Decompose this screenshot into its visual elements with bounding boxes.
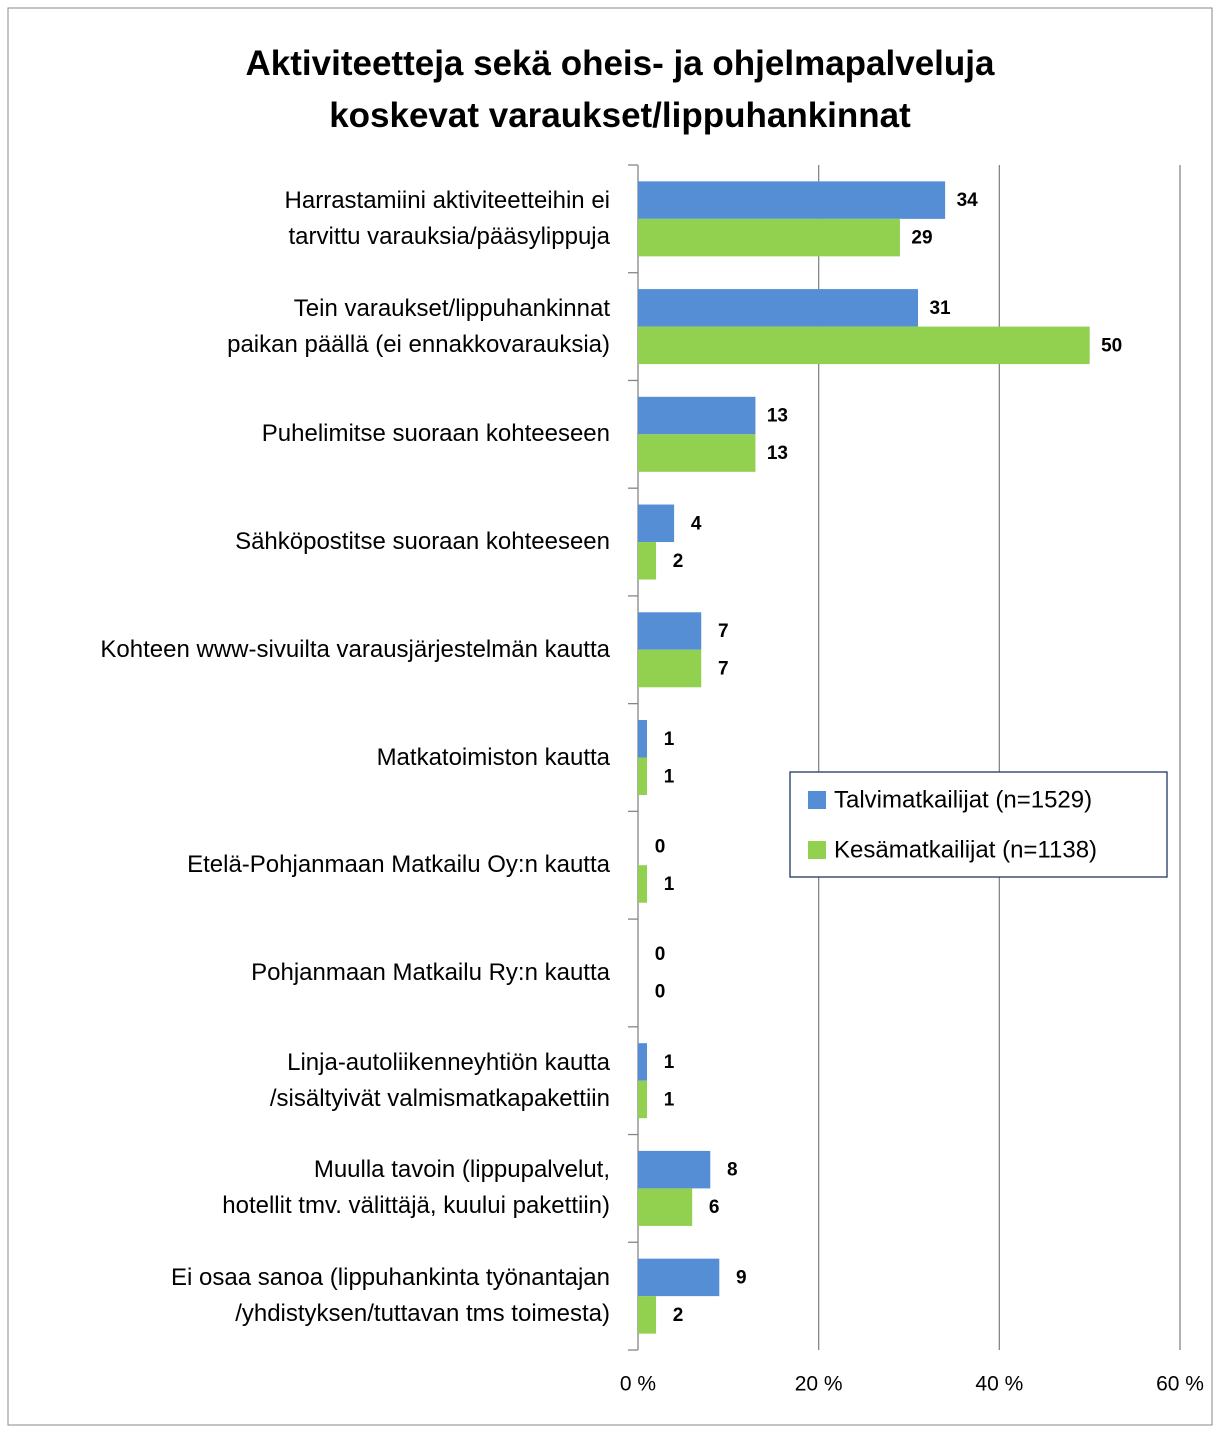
x-tick-label: 0 % — [620, 1373, 656, 1396]
chart-title: Aktiviteetteja sekä oheis- ja ohjelmapal… — [245, 44, 995, 135]
data-label: 2 — [673, 1305, 684, 1326]
data-label: 1 — [664, 874, 675, 895]
y-tick-label: Muulla tavoin (lippupalvelut, hotellit t… — [222, 1156, 610, 1220]
y-tick-label: Linja-autoliikenneyhtiön kautta /sisälty… — [269, 1048, 610, 1112]
bar — [638, 1043, 648, 1081]
bar — [638, 218, 900, 257]
data-label: 0 — [655, 944, 666, 965]
x-tick-label: 60 % — [1156, 1373, 1204, 1396]
data-label: 34 — [957, 190, 979, 211]
legend-box — [789, 771, 1168, 878]
data-label: 6 — [709, 1197, 720, 1218]
data-label: 7 — [718, 621, 729, 642]
y-tick-label: Sähköpostitse suoraan kohteeseen — [235, 528, 610, 556]
data-label: 1 — [664, 729, 675, 750]
bar — [638, 542, 657, 580]
bar — [638, 1258, 720, 1297]
data-label: 1 — [664, 766, 675, 787]
bar — [638, 326, 1090, 365]
bar — [638, 720, 648, 758]
data-label: 9 — [736, 1267, 747, 1288]
data-label: 50 — [1101, 335, 1122, 356]
bar — [638, 396, 756, 435]
legend-label: Talvimatkailijat (n=1529) — [834, 786, 1092, 813]
data-label: 31 — [929, 298, 951, 319]
y-tick-label: Kohteen www-sivuilta varausjärjestelmän … — [100, 635, 610, 663]
bar — [638, 434, 756, 472]
legend-swatch — [808, 791, 826, 809]
bar — [638, 649, 702, 688]
x-tick-label: 40 % — [975, 1373, 1023, 1396]
y-tick-label: Tein varaukset/lippuhankinnat paikan pää… — [227, 294, 610, 358]
data-label: 13 — [767, 406, 788, 427]
y-tick-label: Puhelimitse suoraan kohteeseen — [261, 420, 610, 448]
bar — [638, 612, 702, 650]
bar — [638, 1296, 657, 1334]
y-tick-label: Harrastamiini aktiviteetteihin ei tarvit… — [284, 186, 610, 250]
y-tick-label: Pohjanmaan Matkailu Ry:n kautta — [251, 958, 610, 986]
bar — [638, 1188, 693, 1226]
legend-label: Kesämatkailijat (n=1138) — [834, 836, 1097, 863]
data-label: 4 — [691, 513, 702, 534]
y-tick-label: Etelä-Pohjanmaan Matkailu Oy:n kautta — [187, 851, 610, 879]
x-tick-label: 20 % — [795, 1373, 843, 1396]
data-label: 29 — [911, 228, 932, 249]
y-tick-label: Matkatoimiston kautta — [376, 743, 610, 771]
y-tick-label: Ei osaa sanoa (lippuhankinta työnantajan… — [171, 1264, 610, 1328]
data-label: 0 — [655, 836, 666, 857]
bar — [638, 289, 919, 327]
bar — [638, 504, 675, 543]
data-label: 0 — [655, 982, 666, 1003]
data-label: 1 — [664, 1089, 675, 1110]
data-label: 1 — [664, 1052, 675, 1073]
legend-swatch — [808, 841, 826, 859]
bar — [638, 865, 648, 903]
data-label: 13 — [767, 443, 788, 464]
chart-border — [7, 7, 1213, 1426]
bar — [638, 757, 648, 795]
bar — [638, 1080, 648, 1119]
data-label: 7 — [718, 659, 729, 680]
bar — [638, 181, 946, 219]
data-label: 8 — [727, 1160, 738, 1181]
bar — [638, 1150, 711, 1189]
data-label: 2 — [673, 551, 684, 572]
